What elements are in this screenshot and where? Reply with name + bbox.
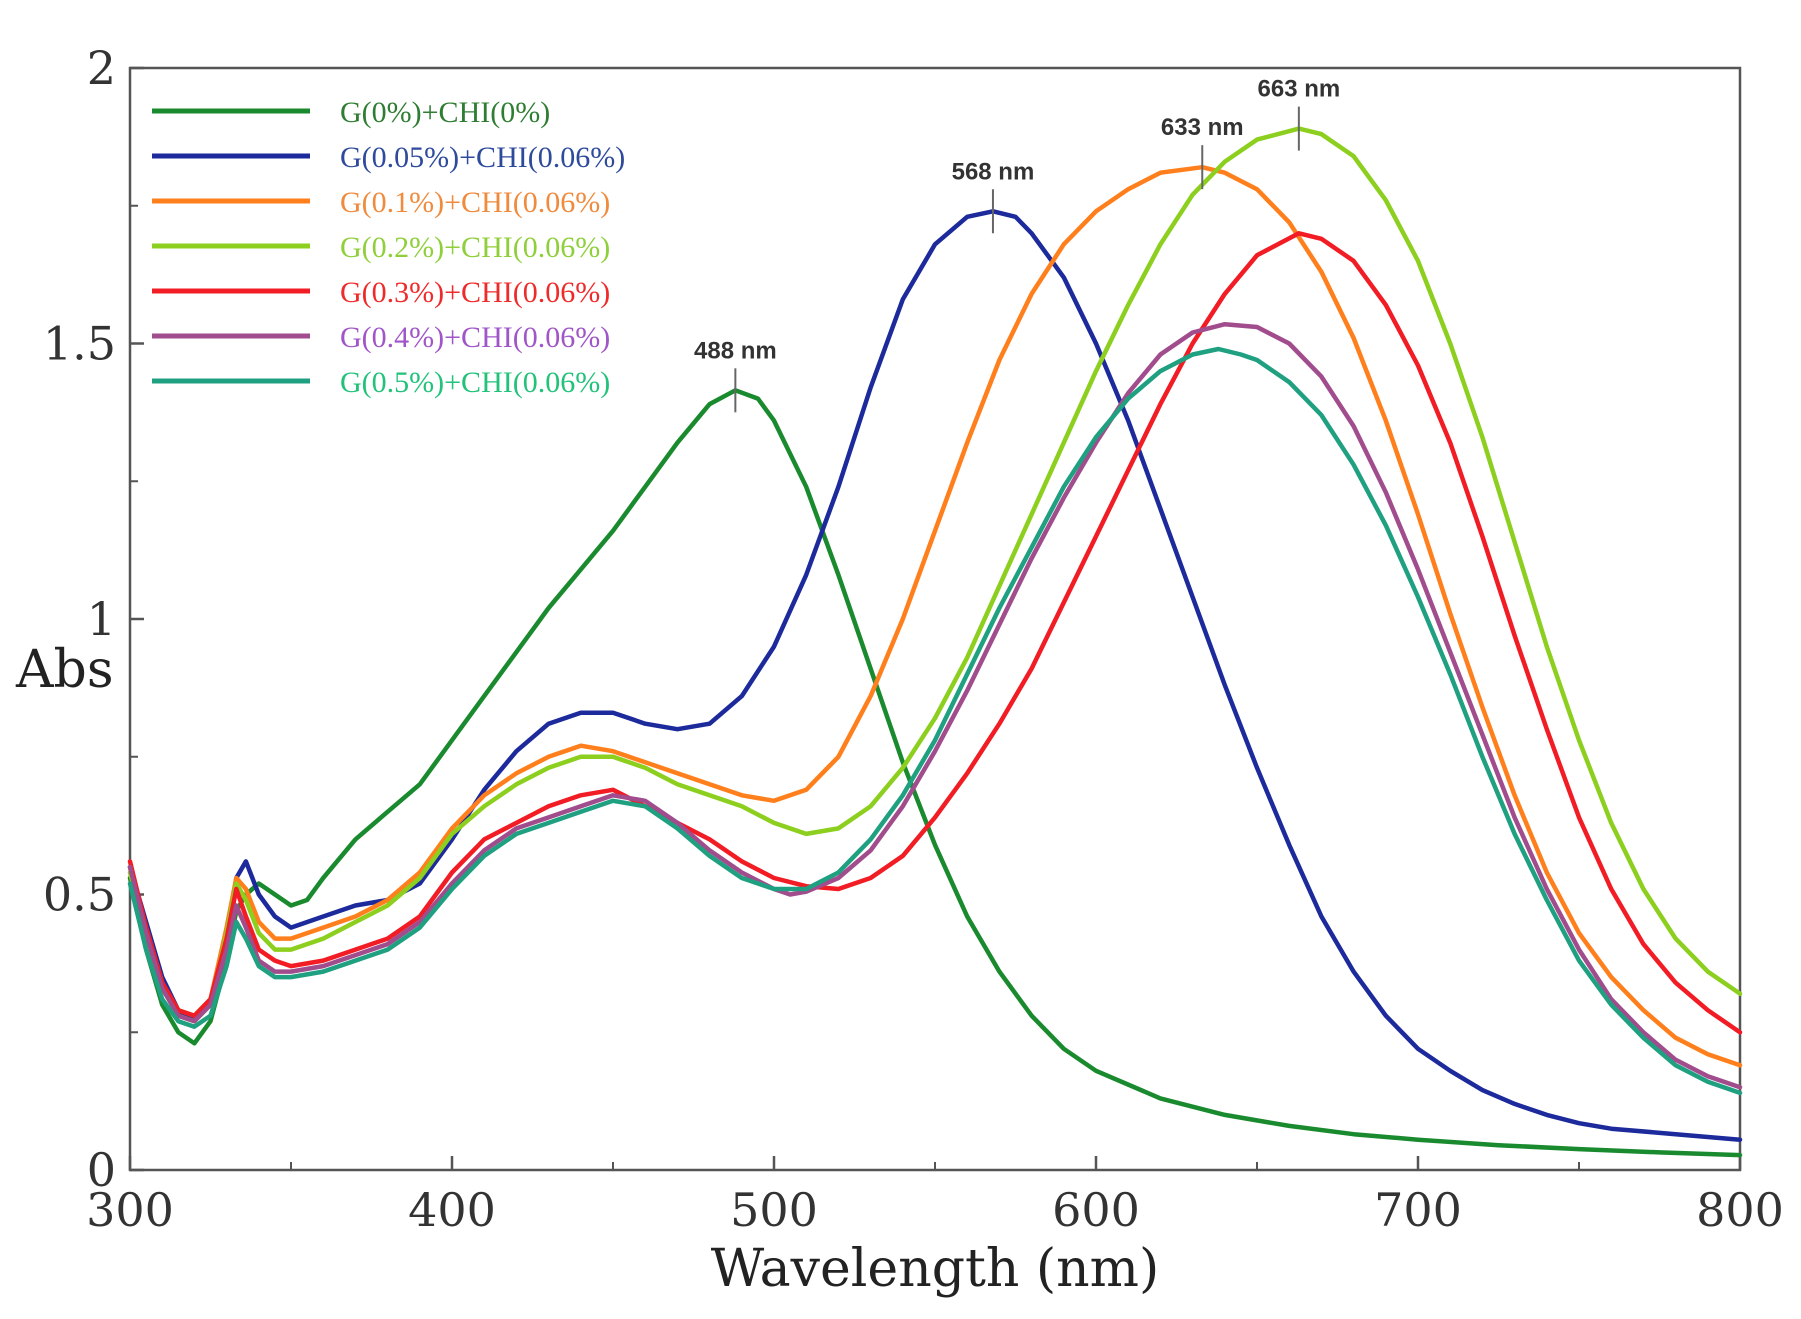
y-tick-label: 1.5 <box>43 317 116 371</box>
series-line-3 <box>127 164 1743 1068</box>
x-axis-ticks: 300 400 500 600 700 800 <box>86 1156 1784 1237</box>
y-axis-title: Abs <box>15 640 114 700</box>
y-axis-ticks: 0 0.5 1 1.5 2 <box>43 41 144 1197</box>
legend-label: G(0.5%)+CHI(0.06%) <box>340 366 610 399</box>
series-line-5 <box>127 231 1743 1035</box>
peak-label: 663 nm <box>1258 76 1341 103</box>
legend-label: G(0.2%)+CHI(0.06%) <box>340 231 610 264</box>
legend-label: G(0.05%)+CHI(0.06%) <box>340 141 625 174</box>
x-tick-label: 600 <box>1052 1183 1140 1237</box>
peak-label: 568 nm <box>952 158 1035 185</box>
x-tick-label: 400 <box>408 1183 496 1237</box>
series-line-7 <box>127 346 1743 1096</box>
legend-label: G(0.4%)+CHI(0.06%) <box>340 321 610 354</box>
legend: G(0%)+CHI(0%) G(0.05%)+CHI(0.06%) G(0.1%)+… <box>152 96 625 399</box>
peak-label: 488 nm <box>694 337 777 364</box>
series-lines <box>127 126 1743 1158</box>
x-tick-label: 700 <box>1374 1183 1462 1237</box>
y-tick-label: 0 <box>87 1143 116 1197</box>
y-tick-label: 0.5 <box>43 868 116 922</box>
legend-label: G(0.3%)+CHI(0.06%) <box>340 276 610 309</box>
y-tick-label: 2 <box>87 41 116 95</box>
series-line-6 <box>127 321 1743 1090</box>
x-tick-label: 500 <box>730 1183 818 1237</box>
y-tick-label: 1 <box>87 592 116 646</box>
x-tick-label: 800 <box>1696 1183 1784 1237</box>
x-axis-title: Wavelength (nm) <box>711 1239 1160 1299</box>
peak-annotations: 488 nm 568 nm 633 nm 663 nm <box>694 76 1340 413</box>
legend-label: G(0.1%)+CHI(0.06%) <box>340 186 610 219</box>
series-line-2 <box>127 209 1743 1142</box>
x-tick-label: 300 <box>86 1183 174 1237</box>
peak-label: 633 nm <box>1161 114 1244 141</box>
series-line-4 <box>127 126 1743 1024</box>
legend-label: G(0%)+CHI(0%) <box>340 96 550 129</box>
